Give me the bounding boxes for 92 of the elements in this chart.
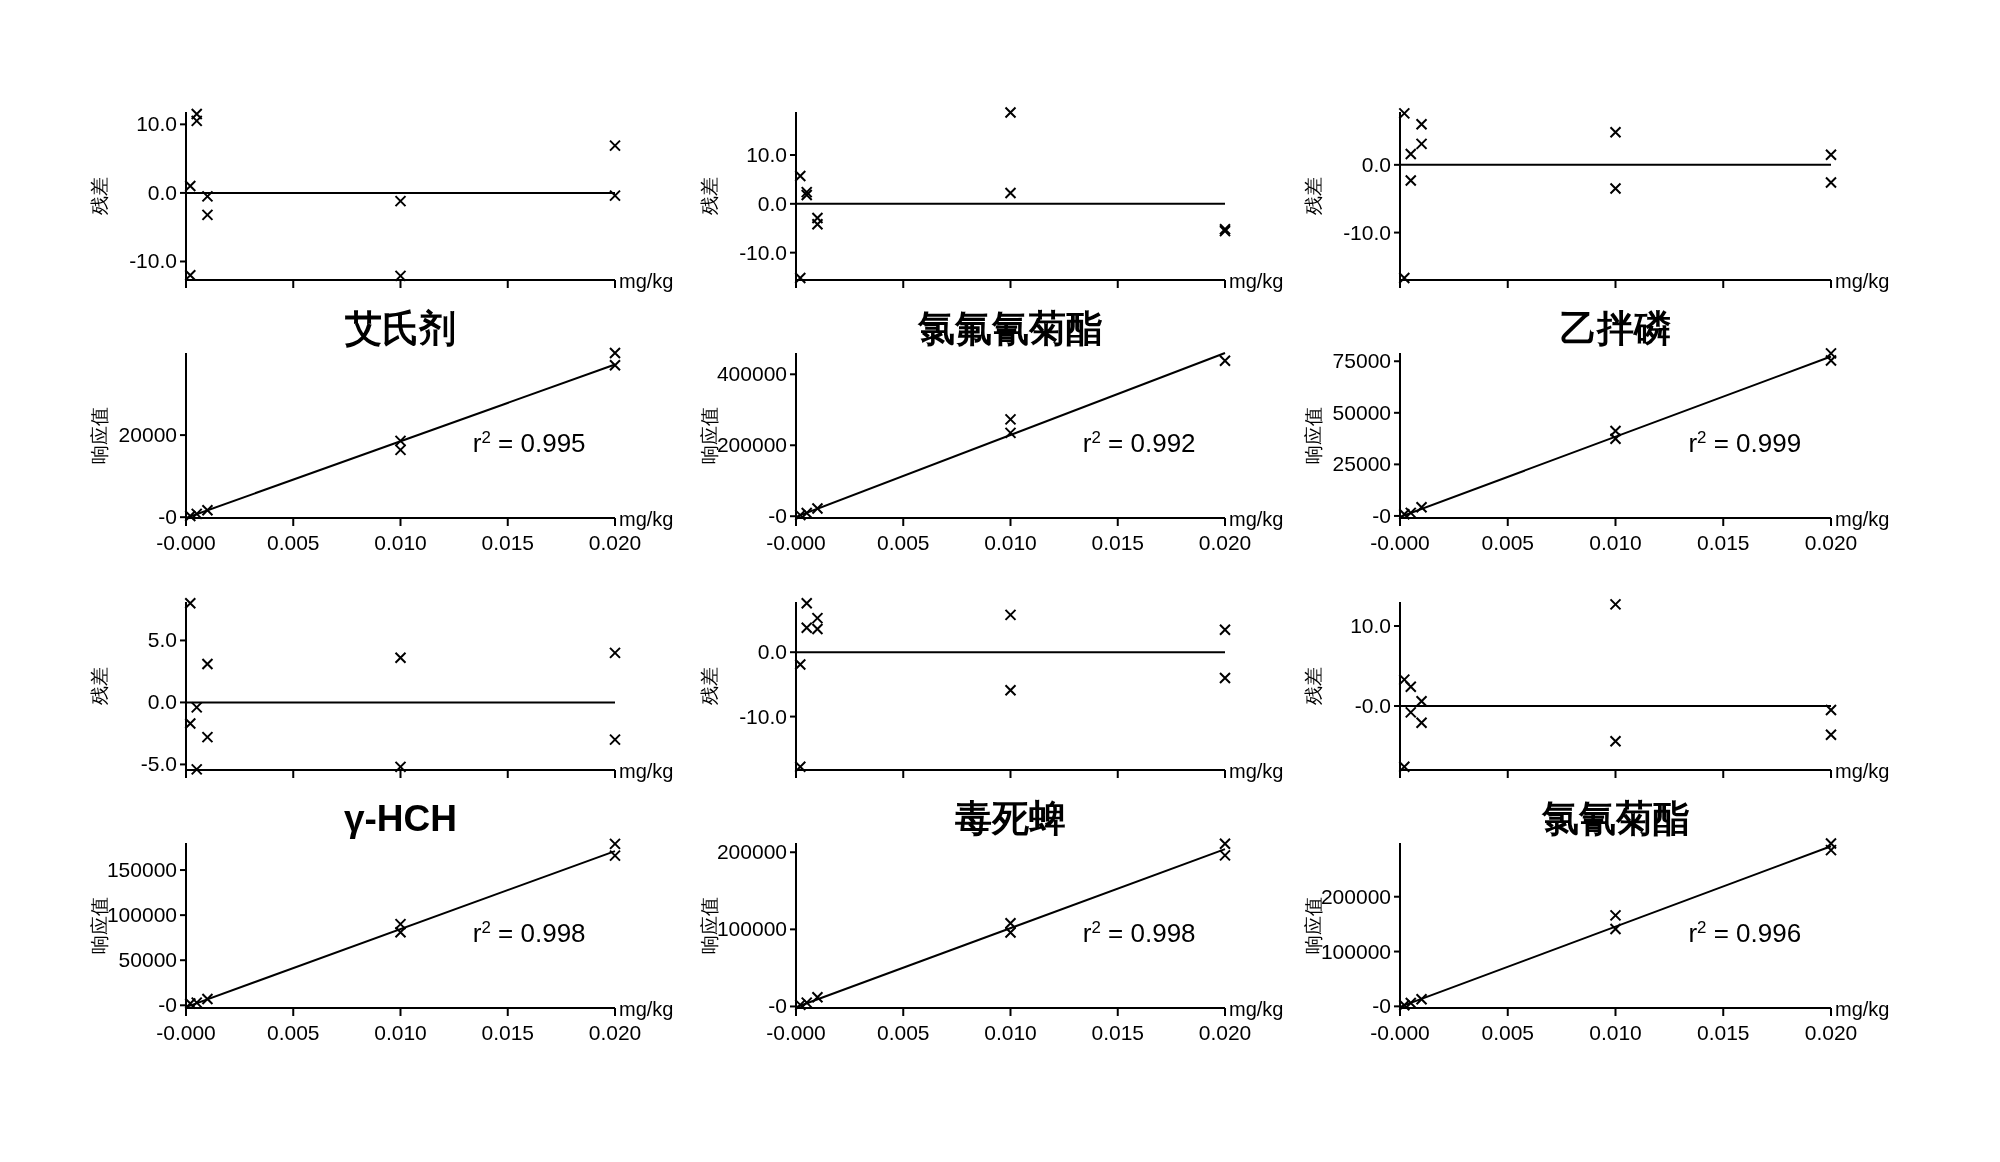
x-tick-label: -0.000 [156,1021,216,1044]
chart-title: 氯氰菊酯 [1540,798,1690,839]
y-tick-label: -0 [158,505,177,529]
y-tick-label: 25000 [1332,452,1391,476]
x-tick-label: 0.010 [984,531,1037,554]
chart-title: 毒死蜱 [955,798,1066,839]
y-tick-label: -10.0 [739,240,787,264]
x-tick-label: 0.005 [266,531,320,554]
y-axis-title: 残差 [699,667,720,705]
x-axis-title: mg/kg [1835,760,1890,782]
y-tick-label: -0 [158,993,177,1017]
y-tick-label: 75000 [1332,349,1391,373]
y-axis-title: 响应值 [1303,407,1324,464]
y-tick-label: -0 [768,994,787,1018]
y-tick-label: -0.0 [1354,694,1391,717]
y-tick-label: -0 [768,504,787,528]
x-axis-title: mg/kg [1835,998,1890,1020]
x-tick-label: 0.020 [1198,1021,1252,1044]
x-tick-label: 0.010 [374,531,427,554]
x-axis-title: mg/kg [1229,508,1284,530]
y-tick-label: 0.0 [757,640,787,664]
y-tick-label: 0.0 [757,191,787,215]
chart-title: 氯氟氰菊酯 [917,308,1103,349]
y-tick-label: -0 [1372,503,1391,527]
x-tick-label: 0.020 [588,531,642,554]
x-tick-label: 0.005 [1481,531,1535,554]
x-tick-label: -0.000 [156,531,216,554]
x-tick-label: 0.015 [481,1021,535,1044]
x-tick-label: 0.020 [1804,1021,1858,1044]
x-tick-label: 0.015 [1696,531,1750,554]
y-tick-label: 10.0 [746,142,787,166]
x-axis-title: mg/kg [619,760,674,782]
y-tick-label: -10.0 [129,249,177,273]
annotation: r$^{2}$ = 0.992 [1082,427,1196,458]
x-tick-label: 0.015 [1091,1021,1145,1044]
y-axis-title: 残差 [89,177,110,215]
annotation: r$^{2}$ = 0.998 [472,917,586,948]
annotation: r$^{2}$ = 0.999 [1688,427,1802,458]
x-tick-label: 0.005 [876,531,930,554]
x-axis-title: mg/kg [1229,760,1284,782]
x-tick-label: 0.010 [1589,1021,1642,1044]
y-tick-label: 10.0 [136,112,177,136]
y-tick-label: -0 [1372,994,1391,1018]
x-axis-title: mg/kg [1229,998,1284,1020]
annotation: r$^{2}$ = 0.995 [472,427,586,458]
y-axis-title: 残差 [1303,177,1324,215]
x-axis-title: mg/kg [1835,270,1890,292]
x-tick-label: 0.015 [481,531,535,554]
x-axis-title: mg/kg [619,508,674,530]
x-tick-label: -0.000 [766,1021,826,1044]
x-tick-label: 0.020 [1804,531,1858,554]
x-axis-title: mg/kg [1229,270,1284,292]
x-axis-title: mg/kg [1835,508,1890,530]
x-axis-title: mg/kg [619,270,674,292]
x-tick-label: 0.015 [1091,531,1145,554]
x-tick-label: 0.020 [588,1021,642,1044]
chart-title: 艾氏剂 [345,308,456,349]
y-tick-label: 20000 [118,423,177,447]
annotation: r$^{2}$ = 0.998 [1082,917,1196,948]
x-tick-label: 0.005 [266,1021,320,1044]
y-tick-label: 0.0 [1361,152,1391,176]
y-axis-title: 响应值 [1303,897,1324,954]
annotation: r$^{2}$ = 0.996 [1688,917,1802,948]
y-tick-label: -10.0 [739,704,787,728]
y-tick-label: 5.0 [147,628,177,652]
y-tick-label: 0.0 [147,180,177,204]
y-axis-title: 残差 [89,667,110,705]
x-tick-label: 0.010 [374,1021,427,1044]
x-tick-label: -0.000 [1370,531,1430,554]
y-tick-label: 10.0 [1350,614,1391,637]
x-tick-label: 0.010 [984,1021,1037,1044]
y-tick-label: 50000 [118,948,177,972]
y-tick-label: 200000 [716,840,787,864]
x-tick-label: -0.000 [1370,1021,1430,1044]
x-tick-label: 0.015 [1696,1021,1750,1044]
x-tick-label: 0.010 [1589,531,1642,554]
y-tick-label: 0.0 [147,690,177,714]
y-axis-title: 响应值 [89,407,110,464]
y-tick-label: 150000 [106,858,177,882]
x-tick-label: 0.005 [876,1021,930,1044]
chart-title: γ-HCH [343,798,458,839]
y-tick-label: 50000 [1332,400,1391,424]
x-tick-label: -0.000 [766,531,826,554]
y-axis-title: 残差 [1303,667,1324,705]
chart-title: 乙拌磷 [1560,308,1671,349]
x-tick-label: 0.020 [1198,531,1252,554]
y-tick-label: -10.0 [1343,220,1391,244]
y-axis-title: 残差 [699,177,720,215]
x-axis-title: mg/kg [619,998,674,1020]
y-tick-label: 400000 [716,362,787,386]
y-tick-label: -5.0 [140,752,177,776]
x-tick-label: 0.005 [1481,1021,1535,1044]
